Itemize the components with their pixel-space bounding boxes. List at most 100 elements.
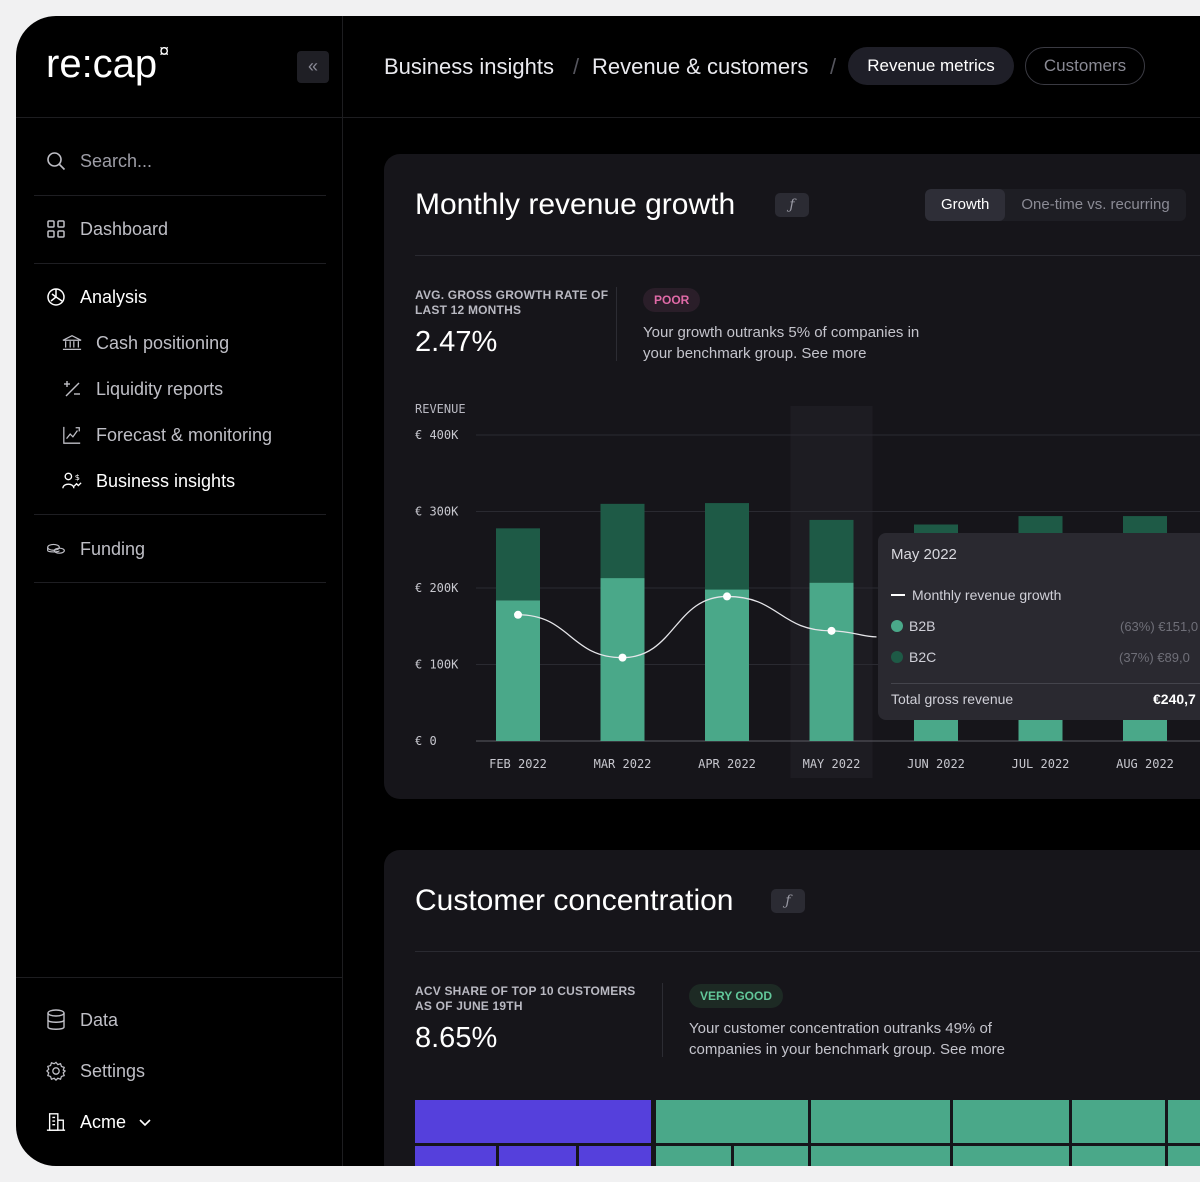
y-tick-label: € 300K bbox=[415, 505, 459, 519]
view-toggle: Growth One-time vs. recurring bbox=[925, 189, 1186, 221]
description-line: Your customer concentration outranks 49%… bbox=[689, 1020, 992, 1037]
percent-icon bbox=[62, 379, 82, 399]
tooltip-row-b2c: B2C bbox=[891, 649, 936, 665]
logo: re:cap ¤ bbox=[46, 40, 170, 87]
bar-b2b bbox=[705, 589, 749, 741]
revenue-growth-card: Monthly revenue growth ƒ Growth One-time… bbox=[384, 154, 1200, 799]
sidebar-item-data[interactable]: Data bbox=[46, 1005, 118, 1035]
x-tick-label: JUL 2022 bbox=[1012, 757, 1070, 771]
treemap-cell[interactable] bbox=[1072, 1100, 1165, 1143]
breadcrumb-separator: / bbox=[830, 54, 837, 79]
segment-growth[interactable]: Growth bbox=[925, 189, 1006, 221]
breadcrumb-revenue-customers[interactable]: Revenue & customers bbox=[592, 54, 809, 79]
tab-revenue-metrics[interactable]: Revenue metrics bbox=[848, 47, 1014, 85]
treemap-cell[interactable] bbox=[1168, 1146, 1200, 1166]
treemap-cell[interactable] bbox=[953, 1100, 1069, 1143]
bar-b2c bbox=[600, 503, 645, 579]
divider bbox=[34, 195, 326, 196]
status-badge: VERY GOOD bbox=[689, 984, 784, 1008]
growth-point bbox=[827, 626, 836, 635]
database-icon bbox=[46, 1009, 66, 1030]
divider bbox=[16, 977, 342, 978]
collapse-sidebar-button[interactable]: « bbox=[297, 51, 329, 83]
sidebar-item-label: Cash positioning bbox=[96, 332, 230, 353]
description-line: Your growth outranks 5% of companies in bbox=[643, 324, 920, 341]
company-switcher[interactable]: Acme bbox=[46, 1107, 152, 1137]
chevron-down-icon bbox=[138, 1112, 152, 1133]
main-content: Business insights / Revenue & customers … bbox=[343, 16, 1200, 1166]
kpi-label: ACV SHARE OF TOP 10 CUSTOMERS AS OF JUNE… bbox=[415, 984, 636, 1013]
segment-one-time-vs-recurring[interactable]: One-time vs. recurring bbox=[1021, 196, 1170, 213]
bar-b2b bbox=[809, 582, 854, 741]
sidebar-item-analysis[interactable]: Analysis bbox=[46, 282, 147, 312]
growth-point bbox=[723, 592, 731, 601]
sidebar-item-label: Funding bbox=[80, 538, 146, 559]
sidebar-item-business-insights[interactable]: $ Business insights bbox=[62, 466, 235, 496]
treemap-cell[interactable] bbox=[415, 1146, 496, 1166]
tooltip-row-b2b: B2B bbox=[891, 618, 935, 634]
logo-mark-icon: ¤ bbox=[159, 40, 170, 61]
y-tick-label: € 0 bbox=[415, 734, 437, 748]
treemap-cell[interactable] bbox=[499, 1146, 576, 1166]
sidebar-item-cash-positioning[interactable]: Cash positioning bbox=[62, 328, 229, 358]
divider bbox=[34, 582, 326, 583]
description-line[interactable]: companies in your benchmark group. See m… bbox=[689, 1041, 1005, 1058]
search-icon bbox=[46, 151, 66, 171]
sidebar: re:cap ¤ « Search... Dashboard Analysis bbox=[16, 16, 343, 1166]
chart-tooltip: May 2022 Monthly revenue growth B2B (63%… bbox=[878, 533, 1200, 720]
kpi-label: AVG. GROSS GROWTH RATE OF LAST 12 MONTHS bbox=[415, 288, 609, 317]
formula-icon[interactable]: ƒ bbox=[771, 889, 805, 913]
treemap-cell[interactable] bbox=[415, 1100, 651, 1143]
chart-edit-icon bbox=[62, 425, 82, 445]
kpi-value: 8.65% bbox=[415, 1022, 498, 1054]
divider bbox=[34, 514, 326, 515]
tooltip-total-label: Total gross revenue bbox=[891, 691, 1014, 707]
gear-icon bbox=[46, 1061, 66, 1081]
x-tick-label: FEB 2022 bbox=[489, 757, 547, 771]
sidebar-item-forecast-monitoring[interactable]: Forecast & monitoring bbox=[62, 420, 272, 450]
line-legend-icon bbox=[891, 594, 905, 596]
sidebar-item-settings[interactable]: Settings bbox=[46, 1056, 145, 1086]
x-tick-label: JUN 2022 bbox=[907, 757, 965, 771]
sidebar-item-label: Analysis bbox=[80, 286, 148, 307]
treemap-cell[interactable] bbox=[811, 1146, 950, 1166]
bank-icon bbox=[62, 333, 82, 353]
app-window: re:cap ¤ « Search... Dashboard Analysis bbox=[16, 16, 1200, 1166]
users-money-icon: $ bbox=[62, 471, 82, 491]
y-tick-label: € 200K bbox=[415, 581, 459, 595]
treemap-cell[interactable] bbox=[579, 1146, 651, 1166]
sidebar-item-funding[interactable]: Funding bbox=[46, 534, 145, 564]
search-input[interactable]: Search... bbox=[46, 146, 152, 176]
treemap-cell[interactable] bbox=[656, 1100, 808, 1143]
treemap-cell[interactable] bbox=[953, 1146, 1069, 1166]
treemap-cell[interactable] bbox=[734, 1146, 808, 1166]
divider bbox=[891, 683, 1200, 684]
svg-text:$: $ bbox=[75, 472, 80, 482]
tab-customers[interactable]: Customers bbox=[1025, 47, 1145, 85]
tooltip-row-growth: Monthly revenue growth bbox=[891, 587, 1061, 603]
card-title: Customer concentration bbox=[415, 884, 734, 917]
divider bbox=[415, 951, 1200, 952]
description-line[interactable]: your benchmark group. See more bbox=[643, 345, 867, 362]
treemap-cell[interactable] bbox=[1072, 1146, 1165, 1166]
bar-b2c bbox=[705, 503, 749, 590]
x-tick-label: AUG 2022 bbox=[1116, 757, 1174, 771]
formula-icon[interactable]: ƒ bbox=[775, 193, 809, 217]
sidebar-item-liquidity-reports[interactable]: Liquidity reports bbox=[62, 374, 223, 404]
sidebar-item-dashboard[interactable]: Dashboard bbox=[46, 214, 168, 244]
treemap-cell[interactable] bbox=[811, 1100, 950, 1143]
treemap-cell[interactable] bbox=[656, 1146, 731, 1166]
tooltip-total-value: €240,7 bbox=[1153, 691, 1196, 707]
tooltip-label: Monthly revenue growth bbox=[912, 587, 1062, 603]
y-tick-label: € 100K bbox=[415, 658, 459, 672]
kpi-value: 2.47% bbox=[415, 326, 498, 358]
breadcrumb-business-insights[interactable]: Business insights bbox=[384, 54, 554, 79]
y-tick-label: € 400K bbox=[415, 428, 459, 442]
customer-concentration-card: Customer concentration ƒ ACV SHARE OF TO… bbox=[384, 850, 1200, 1166]
search-placeholder: Search... bbox=[80, 150, 153, 171]
benchmark-description: Your customer concentration outranks 49%… bbox=[689, 1018, 1005, 1060]
x-tick-label: APR 2022 bbox=[698, 757, 756, 771]
divider bbox=[34, 263, 326, 264]
bar-b2b bbox=[496, 600, 540, 741]
treemap-cell[interactable] bbox=[1168, 1100, 1200, 1143]
